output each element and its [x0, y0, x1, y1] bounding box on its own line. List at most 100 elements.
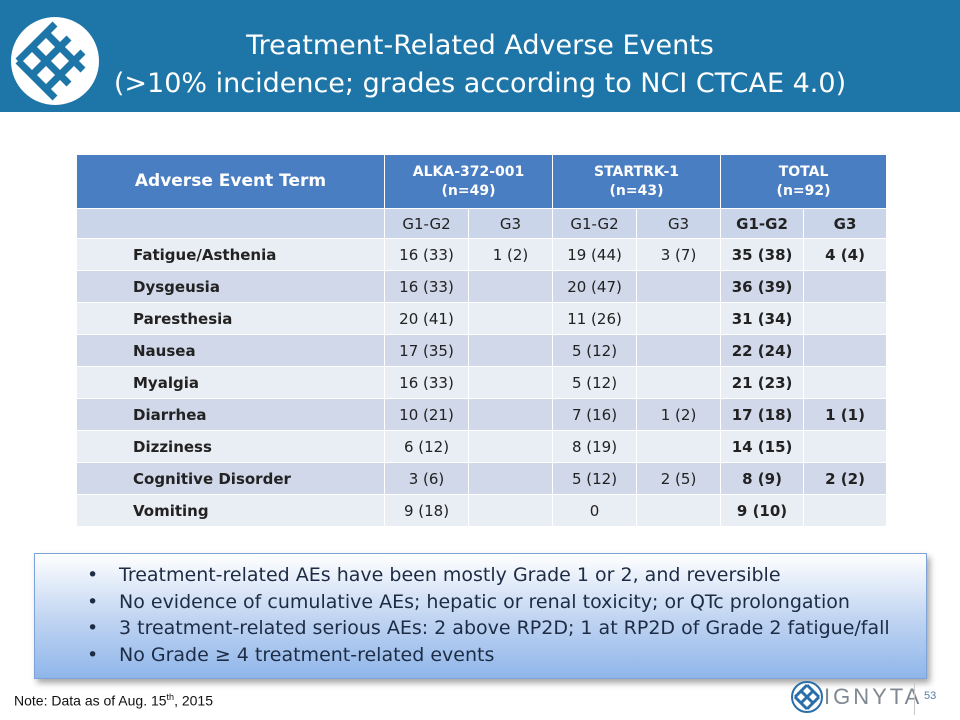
- key-findings-callout: • Treatment-related AEs have been mostly …: [34, 553, 927, 679]
- list-item: • 3 treatment-related serious AEs: 2 abov…: [87, 615, 926, 642]
- total-cell: 8 (9): [720, 462, 805, 495]
- slide-header: Treatment-Related Adverse Events (>10% i…: [0, 0, 960, 112]
- term-cell: Fatigue/Asthenia: [76, 238, 385, 271]
- value-cell: 5 (12): [552, 366, 638, 399]
- subheader-cell: G1-G2: [720, 208, 805, 239]
- value-cell: [467, 334, 554, 367]
- value-cell: 10 (21): [384, 398, 469, 431]
- value-cell: 7 (16): [552, 398, 638, 431]
- subheader-cell: G1-G2: [552, 208, 638, 239]
- total-cell: 36 (39): [720, 270, 805, 303]
- value-cell: 20 (47): [552, 270, 638, 303]
- total-cell: [803, 366, 888, 399]
- note-tail: , 2015: [174, 692, 213, 709]
- list-item-text: No evidence of cumulative AEs; hepatic o…: [119, 590, 850, 613]
- total-cell: 1 (1): [803, 398, 888, 431]
- group-name: ALKA-372-001: [412, 163, 525, 180]
- value-cell: [467, 462, 554, 495]
- group-header-total: TOTAL (n=92): [720, 154, 888, 209]
- total-cell: 21 (23): [720, 366, 805, 399]
- value-cell: [636, 366, 722, 399]
- total-cell: 14 (15): [720, 430, 805, 463]
- adverse-events-table-wrap: Adverse Event Term ALKA-372-001 (n=49) ST…: [76, 154, 888, 528]
- value-cell: [467, 430, 554, 463]
- table-row: Dysgeusia 16 (33) 20 (47) 36 (39): [76, 270, 888, 303]
- list-item-text: Treatment-related AEs have been mostly G…: [119, 564, 781, 586]
- blank-cell: [76, 208, 385, 239]
- group-name: TOTAL: [778, 163, 829, 180]
- subheader-cell: G3: [467, 208, 554, 239]
- value-cell: 6 (12): [384, 430, 469, 463]
- title-line-1: Treatment-Related Adverse Events: [246, 30, 714, 61]
- value-cell: [636, 334, 722, 367]
- group-header-startrk: STARTRK-1 (n=43): [552, 154, 722, 209]
- term-cell: Myalgia: [76, 366, 385, 399]
- term-cell: Paresthesia: [76, 302, 385, 335]
- brand-name: IGNYTA: [824, 684, 923, 709]
- term-cell: Dysgeusia: [76, 270, 385, 303]
- table-row: Myalgia 16 (33) 5 (12) 21 (23): [76, 366, 888, 399]
- table-row: Fatigue/Asthenia 16 (33) 1 (2) 19 (44) 3…: [76, 238, 888, 271]
- value-cell: 3 (7): [636, 238, 722, 271]
- bullet-icon: •: [87, 564, 99, 586]
- value-cell: 16 (33): [384, 238, 469, 271]
- value-cell: 2 (5): [636, 462, 722, 495]
- table-row: Diarrhea 10 (21) 7 (16) 1 (2) 17 (18) 1 …: [76, 398, 888, 431]
- group-n: (n=49): [441, 182, 496, 199]
- total-cell: 35 (38): [720, 238, 805, 271]
- total-cell: [803, 334, 888, 367]
- total-cell: 22 (24): [720, 334, 805, 367]
- grade-subheader-row: G1-G2 G3 G1-G2 G3 G1-G2 G3: [76, 208, 888, 239]
- total-cell: 9 (10): [720, 494, 805, 527]
- subheader-cell: G3: [803, 208, 888, 239]
- note-superscript: th: [166, 692, 175, 702]
- total-cell: [803, 494, 888, 527]
- table-row: Vomiting 9 (18) 0 9 (10): [76, 494, 888, 527]
- value-cell: 19 (44): [552, 238, 638, 271]
- value-cell: [636, 430, 722, 463]
- findings-list: • Treatment-related AEs have been mostly …: [35, 554, 926, 668]
- adverse-events-table: Adverse Event Term ALKA-372-001 (n=49) ST…: [76, 154, 888, 527]
- slide-title: Treatment-Related Adverse Events (>10% i…: [110, 27, 850, 103]
- total-cell: 2 (2): [803, 462, 888, 495]
- value-cell: 1 (2): [467, 238, 554, 271]
- term-cell: Vomiting: [76, 494, 385, 527]
- table-row: Cognitive Disorder 3 (6) 5 (12) 2 (5) 8 …: [76, 462, 888, 495]
- value-cell: 5 (12): [552, 334, 638, 367]
- group-name: STARTRK-1: [594, 163, 680, 180]
- value-cell: 16 (33): [384, 270, 469, 303]
- footer-divider: [914, 683, 915, 715]
- bullet-icon: •: [87, 590, 99, 613]
- table-row: Paresthesia 20 (41) 11 (26) 31 (34): [76, 302, 888, 335]
- value-cell: [467, 398, 554, 431]
- term-cell: Diarrhea: [76, 398, 385, 431]
- group-n: (n=43): [609, 182, 664, 199]
- subheader-cell: G1-G2: [384, 208, 469, 239]
- term-cell: Cognitive Disorder: [76, 462, 385, 495]
- total-cell: 4 (4): [803, 238, 888, 271]
- ignyta-brand-icon: [791, 681, 823, 713]
- value-cell: 17 (35): [384, 334, 469, 367]
- value-cell: 16 (33): [384, 366, 469, 399]
- total-cell: 17 (18): [720, 398, 805, 431]
- value-cell: 9 (18): [384, 494, 469, 527]
- value-cell: [636, 270, 722, 303]
- data-note: Note: Data as of Aug. 15th, 2015: [14, 692, 213, 709]
- list-item: • No evidence of cumulative AEs; hepatic …: [87, 589, 926, 616]
- value-cell: 5 (12): [552, 462, 638, 495]
- logo-diamond-icon: [11, 17, 99, 105]
- subheader-cell: G3: [636, 208, 722, 239]
- value-cell: [467, 494, 554, 527]
- value-cell: 8 (19): [552, 430, 638, 463]
- total-cell: [803, 302, 888, 335]
- table-body: Fatigue/Asthenia 16 (33) 1 (2) 19 (44) 3…: [76, 238, 888, 527]
- bullet-icon: •: [87, 617, 99, 639]
- value-cell: 20 (41): [384, 302, 469, 335]
- value-cell: 0: [552, 494, 638, 527]
- value-cell: [467, 270, 554, 303]
- table-row: Dizziness 6 (12) 8 (19) 14 (15): [76, 430, 888, 463]
- term-cell: Nausea: [76, 334, 385, 367]
- term-cell: Dizziness: [76, 430, 385, 463]
- total-cell: [803, 430, 888, 463]
- list-item-text: No Grade ≥ 4 treatment-related events: [119, 643, 495, 666]
